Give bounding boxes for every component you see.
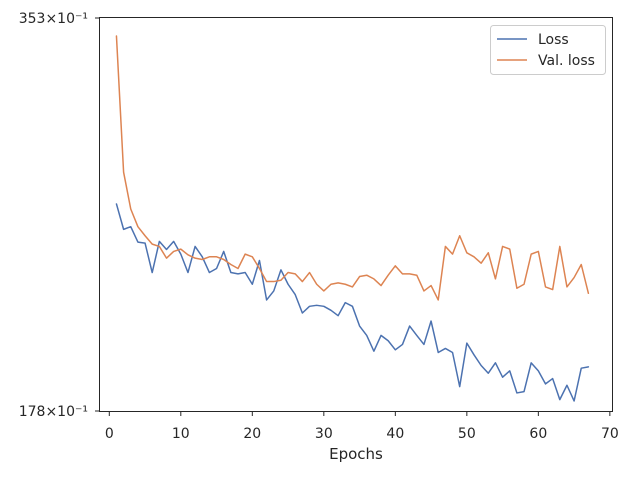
x-tick-label: 60: [529, 426, 547, 442]
legend-label-loss: Loss: [538, 32, 569, 48]
legend-label-val-loss: Val. loss: [538, 53, 595, 69]
legend-frame: [490, 25, 606, 75]
series-line-loss: [115, 203, 590, 402]
x-tick-label: 40: [386, 426, 404, 442]
x-tick-label: 50: [458, 426, 476, 442]
y-tick-label: 178×10⁻¹: [19, 404, 88, 420]
plot-frame: [99, 17, 613, 412]
x-axis-ticks: 0 10 20 30 40 50 60 70: [105, 411, 619, 442]
x-tick-label: 30: [315, 426, 333, 442]
y-tick-label: 353×10⁻¹: [19, 11, 88, 27]
plot-area: [99, 17, 613, 412]
x-tick-label: 0: [105, 426, 114, 442]
y-axis-ticks: 353×10⁻¹ 178×10⁻¹: [19, 11, 100, 420]
series-line-val-loss: [115, 35, 590, 301]
series-layer: [115, 35, 590, 402]
legend: Loss Val. loss: [490, 25, 606, 75]
x-axis-label: Epochs: [329, 445, 383, 463]
x-tick-label: 70: [601, 426, 619, 442]
x-tick-label: 10: [172, 426, 190, 442]
x-tick-label: 20: [243, 426, 261, 442]
